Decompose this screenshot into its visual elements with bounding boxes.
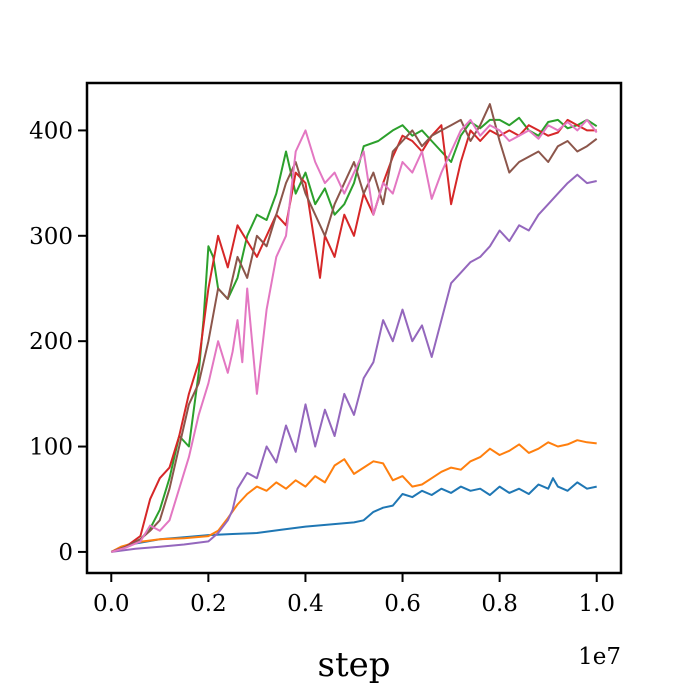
y-tick-label: 400: [29, 118, 73, 144]
x-tick-label: 0.0: [93, 591, 130, 617]
series-line-4: [110, 118, 597, 553]
y-tick-label: 300: [29, 224, 73, 250]
x-tick-label: 0.4: [287, 591, 324, 617]
x-tick-label: 1.0: [578, 591, 615, 617]
x-axis-title: step: [318, 645, 391, 685]
series-line-7: [111, 118, 598, 553]
x-tick-label: 0.8: [481, 591, 518, 617]
series-line-2: [110, 439, 597, 553]
plot-frame: [85, 81, 623, 575]
series-layer: [110, 103, 598, 553]
x-axis-offset-label: 1e7: [578, 644, 621, 670]
series-line-6: [110, 103, 598, 553]
x-tick-label: 0.2: [190, 591, 227, 617]
series-line-1: [110, 477, 597, 553]
series-line-5: [111, 173, 597, 553]
series-line-3: [110, 116, 598, 553]
y-tick-label: 0: [58, 540, 73, 566]
y-tick-label: 100: [29, 435, 73, 461]
x-tick-label: 0.6: [384, 591, 421, 617]
ticks-layer: 0.0 0.2 0.4 0.6 0.8 1.0 0 100 200 300 400: [29, 118, 615, 617]
y-tick-label: 200: [29, 329, 73, 355]
